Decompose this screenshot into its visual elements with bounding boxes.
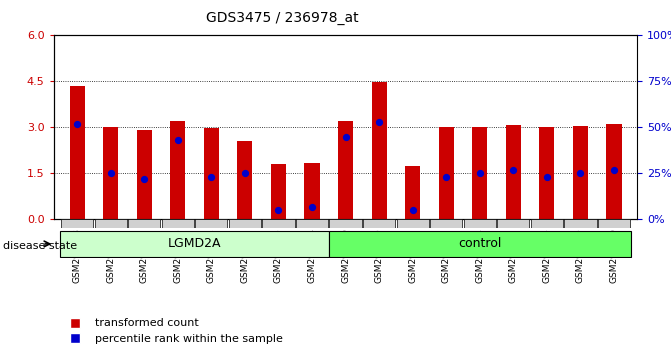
Bar bbox=[70, 86, 85, 219]
Bar bbox=[531, 219, 563, 228]
Bar bbox=[464, 219, 496, 228]
Bar bbox=[564, 219, 597, 228]
Text: GDS3475 / 236978_at: GDS3475 / 236978_at bbox=[205, 11, 358, 25]
Bar bbox=[204, 129, 219, 219]
Point bbox=[474, 171, 485, 176]
Point bbox=[575, 171, 586, 176]
Point bbox=[441, 174, 452, 180]
Bar bbox=[60, 231, 329, 257]
Point bbox=[307, 204, 317, 210]
Bar bbox=[271, 164, 286, 219]
Text: LGMD2A: LGMD2A bbox=[168, 238, 221, 250]
Bar bbox=[329, 219, 362, 228]
Point bbox=[273, 207, 284, 213]
Bar bbox=[95, 219, 127, 228]
Bar bbox=[262, 219, 295, 228]
Point bbox=[172, 137, 183, 143]
Bar bbox=[128, 219, 160, 228]
Bar bbox=[539, 127, 554, 219]
Point bbox=[72, 121, 83, 127]
Text: control: control bbox=[458, 238, 501, 250]
Bar bbox=[506, 125, 521, 219]
Bar bbox=[137, 130, 152, 219]
Bar bbox=[329, 231, 631, 257]
Bar bbox=[397, 219, 429, 228]
Bar bbox=[195, 219, 227, 228]
Bar bbox=[439, 127, 454, 219]
Point bbox=[340, 134, 351, 139]
Point bbox=[206, 174, 217, 180]
Point bbox=[374, 119, 384, 125]
Bar bbox=[238, 141, 252, 219]
Bar bbox=[61, 219, 93, 228]
Bar bbox=[103, 126, 118, 219]
Bar bbox=[296, 219, 328, 228]
Bar bbox=[162, 219, 194, 228]
Bar bbox=[372, 82, 386, 219]
Legend: transformed count, percentile rank within the sample: transformed count, percentile rank withi… bbox=[59, 314, 287, 348]
Point bbox=[541, 174, 552, 180]
Bar bbox=[170, 121, 185, 219]
Bar bbox=[229, 219, 261, 228]
Point bbox=[609, 167, 619, 173]
Bar bbox=[338, 121, 353, 219]
Text: disease state: disease state bbox=[3, 241, 77, 251]
Bar bbox=[305, 163, 319, 219]
Bar bbox=[363, 219, 395, 228]
Bar bbox=[472, 126, 487, 219]
Bar bbox=[573, 126, 588, 219]
Point bbox=[139, 176, 150, 182]
Bar bbox=[497, 219, 529, 228]
Point bbox=[407, 207, 418, 213]
Point bbox=[105, 171, 116, 176]
Point bbox=[240, 171, 250, 176]
Point bbox=[508, 167, 519, 173]
Bar bbox=[607, 124, 621, 219]
Bar bbox=[598, 219, 630, 228]
Bar bbox=[405, 166, 420, 219]
Bar bbox=[430, 219, 462, 228]
